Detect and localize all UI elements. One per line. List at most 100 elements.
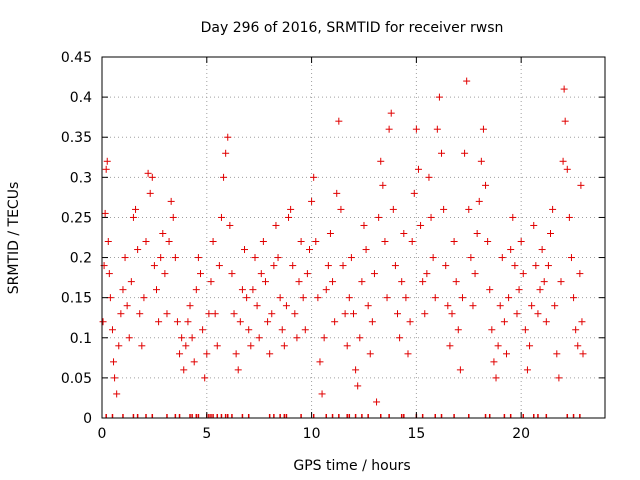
data-point xyxy=(236,318,244,326)
data-point xyxy=(152,286,160,294)
data-point xyxy=(370,270,378,278)
data-point xyxy=(108,326,116,334)
data-point xyxy=(383,294,391,302)
data-point xyxy=(555,374,563,382)
data-point xyxy=(517,238,525,246)
data-point xyxy=(572,326,580,334)
data-point xyxy=(257,270,265,278)
data-point xyxy=(444,302,452,310)
data-point xyxy=(163,310,171,318)
data-point xyxy=(429,254,437,262)
data-point xyxy=(295,278,303,286)
data-point xyxy=(354,382,362,390)
data-point xyxy=(159,229,167,237)
data-point xyxy=(414,165,422,173)
data-point xyxy=(310,173,318,181)
data-point xyxy=(197,270,205,278)
x-tick-label: 10 xyxy=(303,426,321,442)
data-point xyxy=(396,334,404,342)
data-point xyxy=(339,262,347,270)
data-point xyxy=(532,262,540,270)
data-point xyxy=(540,278,548,286)
data-point xyxy=(526,342,534,350)
data-point xyxy=(157,254,165,262)
data-point xyxy=(461,149,469,157)
data-point xyxy=(557,278,565,286)
data-point xyxy=(136,310,144,318)
data-point xyxy=(505,294,513,302)
data-point xyxy=(452,278,460,286)
data-point xyxy=(544,262,552,270)
data-point xyxy=(379,181,387,189)
data-point xyxy=(574,342,582,350)
data-point xyxy=(129,213,137,221)
data-point xyxy=(324,262,332,270)
data-point xyxy=(238,286,246,294)
data-point xyxy=(169,213,177,221)
data-point xyxy=(211,310,219,318)
data-point xyxy=(148,173,156,181)
data-point xyxy=(419,278,427,286)
data-point xyxy=(402,294,410,302)
data-point xyxy=(331,318,339,326)
data-point xyxy=(560,85,568,93)
data-point xyxy=(110,358,118,366)
zero-markers xyxy=(105,414,581,418)
data-point xyxy=(366,350,374,358)
data-points xyxy=(99,77,587,406)
data-point xyxy=(484,238,492,246)
data-point xyxy=(228,270,236,278)
y-tick-label: 0.3 xyxy=(70,170,92,186)
data-point xyxy=(272,221,280,229)
x-tick-label: 0 xyxy=(98,426,107,442)
data-point xyxy=(498,254,506,262)
data-point xyxy=(482,181,490,189)
data-point xyxy=(222,149,230,157)
data-point xyxy=(243,294,251,302)
data-point xyxy=(547,229,555,237)
data-point xyxy=(308,197,316,205)
data-point xyxy=(224,133,232,141)
grid-lines xyxy=(102,57,605,418)
data-point xyxy=(515,286,523,294)
data-point xyxy=(542,318,550,326)
data-point xyxy=(479,125,487,133)
data-point xyxy=(400,229,408,237)
data-point xyxy=(507,246,515,254)
x-tick-label: 15 xyxy=(407,426,425,442)
data-point xyxy=(270,262,278,270)
data-point xyxy=(186,302,194,310)
data-point xyxy=(314,294,322,302)
data-point xyxy=(282,302,290,310)
y-tick-label: 0.05 xyxy=(61,371,92,387)
data-point xyxy=(435,93,443,101)
data-point xyxy=(408,238,416,246)
data-point xyxy=(119,286,127,294)
data-point xyxy=(364,302,372,310)
data-point xyxy=(509,213,517,221)
data-point xyxy=(335,117,343,125)
data-point xyxy=(530,221,538,229)
data-point xyxy=(561,117,569,125)
data-point xyxy=(264,318,272,326)
y-tick-label: 0.4 xyxy=(70,90,92,106)
data-point xyxy=(171,254,179,262)
data-point xyxy=(205,310,213,318)
data-point xyxy=(241,246,249,254)
data-point xyxy=(347,254,355,262)
data-point xyxy=(280,342,288,350)
data-point xyxy=(103,157,111,165)
data-point xyxy=(398,278,406,286)
data-point xyxy=(232,350,240,358)
data-point xyxy=(123,302,131,310)
data-point xyxy=(431,294,439,302)
data-point xyxy=(394,310,402,318)
data-point xyxy=(473,229,481,237)
data-point xyxy=(511,262,519,270)
data-point xyxy=(320,334,328,342)
data-point xyxy=(345,294,353,302)
data-point xyxy=(406,318,414,326)
data-point xyxy=(180,366,188,374)
